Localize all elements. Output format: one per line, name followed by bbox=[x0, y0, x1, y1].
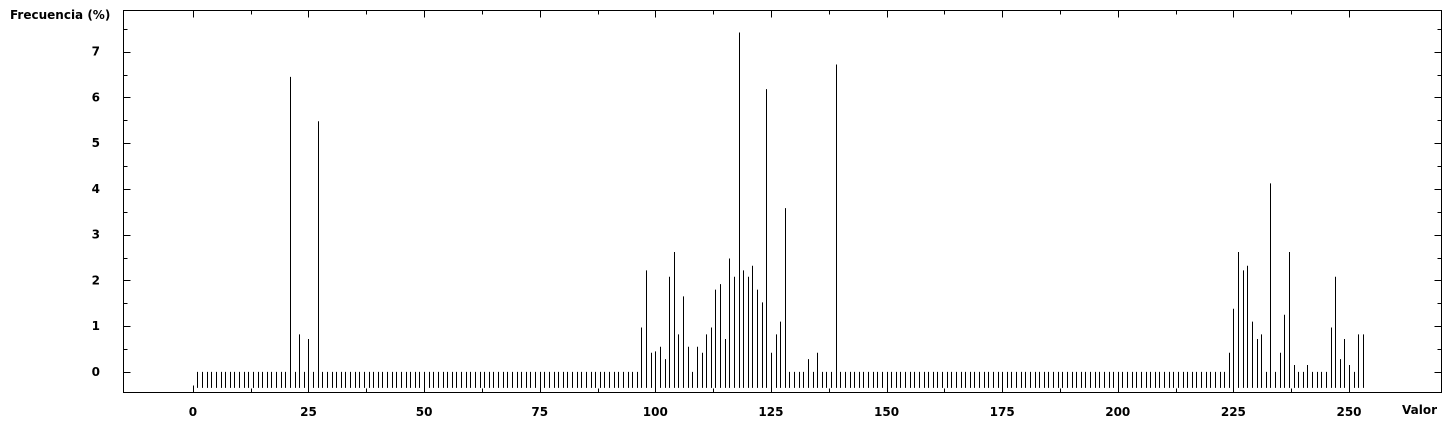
x-tick-label: 150 bbox=[874, 405, 899, 419]
axis-ticks bbox=[123, 10, 1442, 393]
x-tick-label: 50 bbox=[416, 405, 433, 419]
x-tick-label: 0 bbox=[189, 405, 197, 419]
y-tick-label: 7 bbox=[92, 45, 100, 59]
x-tick-label: 225 bbox=[1221, 405, 1246, 419]
y-tick-label: 0 bbox=[92, 365, 100, 379]
x-tick-label: 25 bbox=[300, 405, 317, 419]
x-tick-label: 75 bbox=[531, 405, 548, 419]
plot-frame bbox=[123, 10, 1442, 393]
y-tick-label: 1 bbox=[92, 319, 100, 333]
x-tick-label: 175 bbox=[990, 405, 1015, 419]
y-tick-label: 2 bbox=[92, 273, 100, 287]
x-axis-label: Valor bbox=[1402, 403, 1438, 417]
x-tick-label: 125 bbox=[758, 405, 783, 419]
y-tick-label: 4 bbox=[92, 182, 100, 196]
x-tick-label: 200 bbox=[1105, 405, 1130, 419]
x-tick-label: 250 bbox=[1336, 405, 1361, 419]
y-tick-label: 3 bbox=[92, 228, 100, 242]
y-axis-label: Frecuencia (%) bbox=[10, 8, 111, 22]
y-tick-label: 5 bbox=[92, 136, 100, 150]
y-tick-labels: 0 1 2 3 4 5 6 7 bbox=[92, 45, 100, 379]
x-tick-label: 100 bbox=[643, 405, 668, 419]
x-tick-labels: 0 25 50 75 100 125 150 175 200 225 250 bbox=[189, 405, 1362, 419]
bars bbox=[197, 32, 1364, 388]
y-tick-label: 6 bbox=[92, 90, 100, 104]
